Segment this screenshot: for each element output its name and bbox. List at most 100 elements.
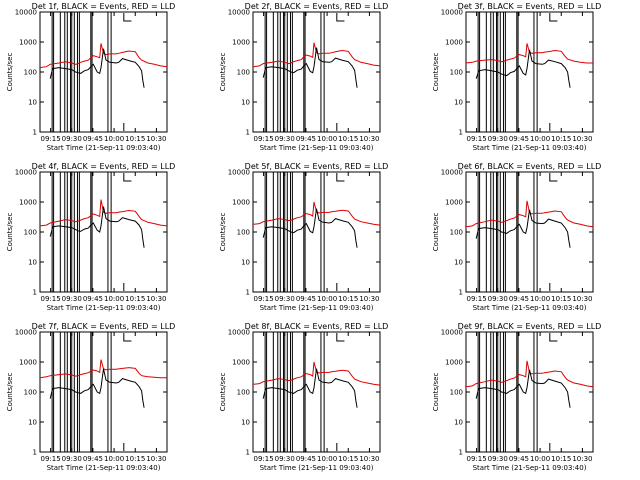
plot-panel-2: Det 2f, BLACK = Events, RED = LLD 1 10 100 1… [219,2,388,152]
bracket-mark [123,173,132,182]
events-series-line [49,48,145,88]
y-tick-label: 10 [28,259,37,267]
x-tick-label: 10:30 [572,455,592,463]
x-axis-label: Start Time (21-Sep-11 09:03:40) [47,304,161,312]
y-tick-label: 1000 [19,359,37,367]
y-tick-label: 10 [28,99,37,107]
y-axis-label: Counts/sec [219,53,227,92]
y-tick-label: 100 [450,389,463,397]
y-tick-label: 1 [246,129,250,137]
x-tick-label: 10:15 [338,455,358,463]
y-tick-label: 10 [241,259,250,267]
x-tick-label: 09:30 [488,295,508,303]
x-axis-label: Start Time (21-Sep-11 09:03:40) [47,144,161,152]
y-axis-label: Counts/sec [432,373,440,412]
bracket-mark [123,333,132,342]
x-tick-label: 10:00 [530,295,550,303]
y-tick-label: 1000 [445,39,463,47]
x-tick-label: 10:15 [551,455,571,463]
x-axis-label: Start Time (21-Sep-11 09:03:40) [473,464,587,472]
x-tick-label: 10:30 [146,135,166,143]
events-series-line [262,368,358,408]
lld-series-line [252,201,381,226]
y-tick-label: 1000 [232,39,250,47]
y-tick-label: 100 [237,389,250,397]
y-axis-label: Counts/sec [6,373,14,412]
bracket-mark [549,333,558,342]
y-tick-label: 100 [24,389,37,397]
x-axis-label: Start Time (21-Sep-11 09:03:40) [260,304,374,312]
lld-series-line [465,360,594,388]
y-tick-label: 100 [237,69,250,77]
y-tick-label: 10 [454,259,463,267]
x-tick-label: 09:45 [509,455,529,463]
x-tick-label: 09:15 [253,295,273,303]
y-axis-label: Counts/sec [432,53,440,92]
plot-panel-6: Det 6f, BLACK = Events, RED = LLD 1 10 100 1… [432,162,601,312]
events-series-line [262,47,358,88]
y-tick-label: 10000 [228,329,250,337]
x-tick-label: 10:00 [317,455,337,463]
y-tick-label: 10 [28,419,37,427]
plot-frame [252,171,381,293]
plot-panel-3: Det 3f, BLACK = Events, RED = LLD 1 10 100 1… [432,2,602,152]
plot-title: Det 9f, BLACK = Events, RED = LLD [458,322,602,331]
plot-frame [252,331,381,453]
lld-series-line [465,200,594,228]
plot-title: Det 7f, BLACK = Events, RED = LLD [32,322,176,331]
x-tick-label: 10:15 [125,455,145,463]
plot-panel-5: Det 5f, BLACK = Events, RED = LLD 1 10 100 1… [219,162,389,312]
plot-frame [465,331,594,453]
plot-frame [252,11,381,133]
y-tick-label: 10000 [228,169,250,177]
y-tick-label: 1 [246,289,250,297]
lld-series-line [252,42,381,68]
y-axis-label: Counts/sec [219,373,227,412]
plot-title: Det 1f, BLACK = Events, RED = LLD [32,2,176,11]
x-tick-label: 10:15 [551,295,571,303]
x-tick-label: 09:45 [83,135,103,143]
y-tick-label: 1000 [232,199,250,207]
x-tick-label: 10:00 [530,455,550,463]
lld-series-line [252,361,381,386]
x-axis-label: Start Time (21-Sep-11 09:03:40) [260,144,374,152]
x-tick-label: 09:45 [296,455,316,463]
bracket-mark [336,333,345,342]
x-tick-label: 09:15 [466,295,486,303]
x-tick-label: 10:00 [530,135,550,143]
x-tick-label: 09:15 [40,135,60,143]
y-tick-label: 10 [241,99,250,107]
x-tick-label: 09:15 [40,455,60,463]
x-tick-label: 10:15 [551,135,571,143]
y-tick-label: 10 [241,419,250,427]
plot-panel-9: Det 9f, BLACK = Events, RED = LLD 1 10 100 1… [432,322,602,472]
y-tick-label: 1 [33,449,37,457]
x-tick-label: 10:00 [104,455,124,463]
plot-title: Det 3f, BLACK = Events, RED = LLD [458,2,602,11]
lld-series-line [465,43,593,64]
events-series-line [475,369,571,408]
x-tick-label: 10:15 [338,135,358,143]
y-tick-label: 100 [24,69,37,77]
plot-title: Det 4f, BLACK = Events, RED = LLD [32,162,176,171]
x-tick-label: 10:15 [125,135,145,143]
x-tick-label: 10:00 [104,295,124,303]
x-tick-label: 10:00 [317,295,337,303]
y-tick-label: 10000 [15,329,37,337]
x-tick-label: 10:30 [359,135,379,143]
plot-title: Det 8f, BLACK = Events, RED = LLD [245,322,389,331]
bracket-mark [549,13,558,22]
y-tick-label: 1 [246,449,250,457]
y-tick-label: 10000 [441,329,463,337]
lld-series-line [39,359,167,379]
x-tick-label: 09:30 [275,455,295,463]
x-tick-label: 09:30 [275,135,295,143]
y-tick-label: 10000 [441,9,463,17]
y-tick-label: 100 [450,229,463,237]
plot-panel-1: Det 1f, BLACK = Events, RED = LLD 1 10 100 1… [6,2,176,152]
y-tick-label: 1000 [445,359,463,367]
x-tick-label: 10:30 [146,295,166,303]
events-series-line [49,368,145,408]
plot-title: Det 5f, BLACK = Events, RED = LLD [245,162,389,171]
